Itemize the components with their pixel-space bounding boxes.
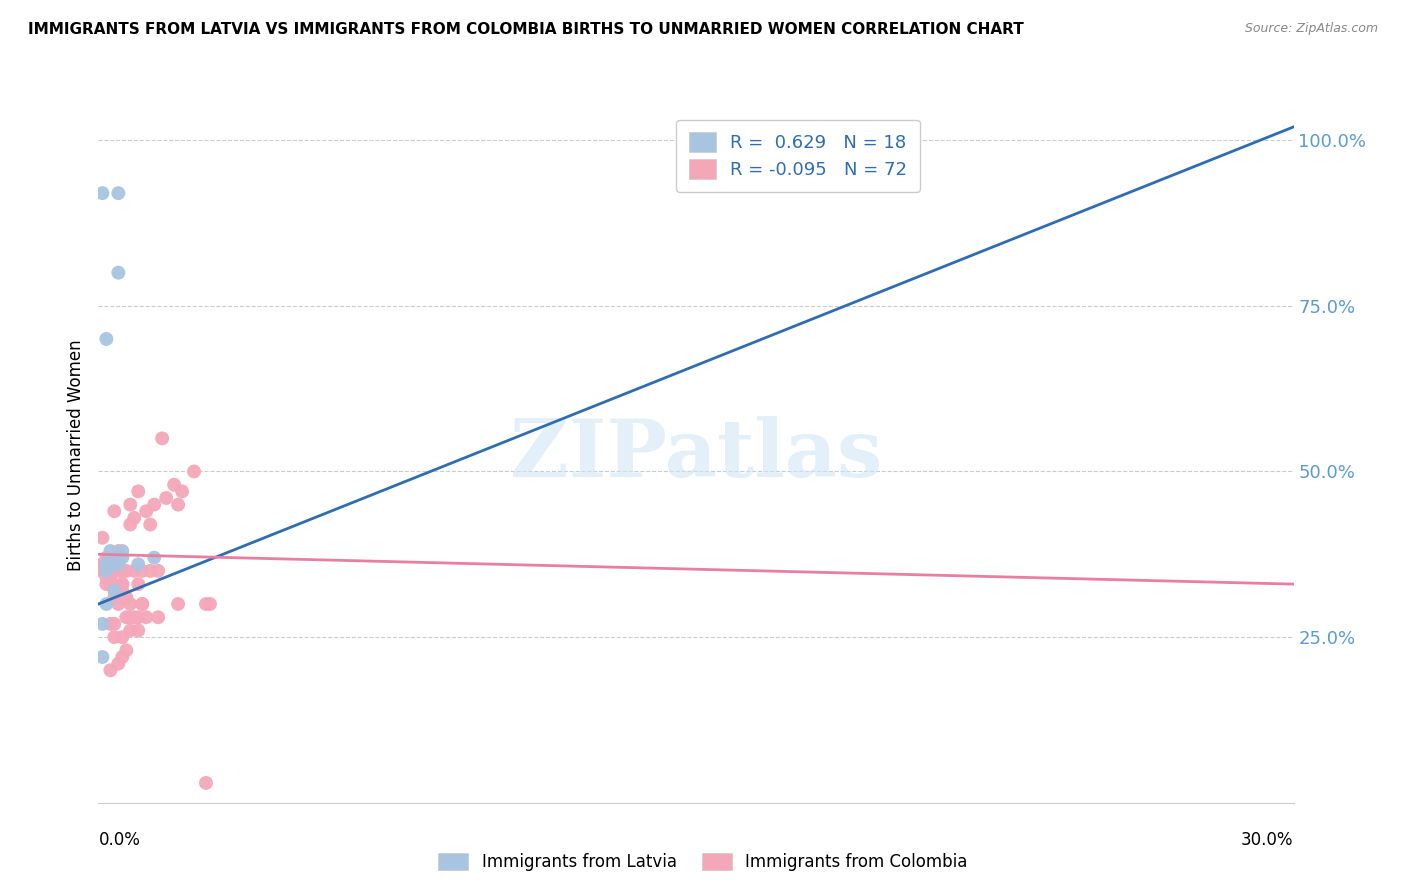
Point — [107, 544, 129, 558]
Point — [124, 610, 146, 624]
Point — [96, 558, 118, 572]
Point — [195, 776, 218, 790]
Text: Source: ZipAtlas.com: Source: ZipAtlas.com — [1244, 22, 1378, 36]
Text: IMMIGRANTS FROM LATVIA VS IMMIGRANTS FROM COLOMBIA BIRTHS TO UNMARRIED WOMEN COR: IMMIGRANTS FROM LATVIA VS IMMIGRANTS FRO… — [28, 22, 1024, 37]
Point — [120, 517, 142, 532]
Point — [96, 558, 118, 572]
Point — [111, 544, 134, 558]
Point — [100, 544, 122, 558]
Point — [107, 558, 129, 572]
Point — [91, 650, 114, 665]
Point — [96, 577, 118, 591]
Point — [127, 558, 149, 572]
Point — [131, 564, 153, 578]
Point — [103, 630, 125, 644]
Point — [107, 564, 129, 578]
Point — [120, 597, 142, 611]
Point — [96, 564, 118, 578]
Point — [139, 564, 162, 578]
Point — [139, 517, 162, 532]
Point — [100, 570, 122, 584]
Point — [103, 564, 125, 578]
Point — [111, 577, 134, 591]
Point — [115, 643, 138, 657]
Point — [111, 630, 134, 644]
Legend: Immigrants from Latvia, Immigrants from Colombia: Immigrants from Latvia, Immigrants from … — [430, 845, 976, 880]
Point — [103, 558, 125, 572]
Point — [172, 484, 194, 499]
Point — [131, 597, 153, 611]
Point — [96, 570, 118, 584]
Legend: R =  0.629   N = 18, R = -0.095   N = 72: R = 0.629 N = 18, R = -0.095 N = 72 — [676, 120, 920, 192]
Point — [100, 570, 122, 584]
Point — [96, 564, 118, 578]
Point — [120, 498, 142, 512]
Point — [91, 558, 114, 572]
Point — [100, 616, 122, 631]
Point — [103, 583, 125, 598]
Point — [150, 431, 173, 445]
Point — [91, 564, 114, 578]
Point — [148, 564, 170, 578]
Point — [115, 591, 138, 605]
Point — [127, 577, 149, 591]
Point — [167, 498, 190, 512]
Point — [195, 597, 218, 611]
Point — [103, 504, 125, 518]
Point — [96, 550, 118, 565]
Point — [183, 465, 205, 479]
Point — [143, 550, 166, 565]
Point — [96, 558, 118, 572]
Point — [91, 564, 114, 578]
Point — [107, 186, 129, 201]
Point — [131, 597, 153, 611]
Point — [120, 610, 142, 624]
Text: ZIPatlas: ZIPatlas — [510, 416, 882, 494]
Point — [143, 498, 166, 512]
Point — [111, 564, 134, 578]
Point — [100, 663, 122, 677]
Point — [115, 610, 138, 624]
Point — [103, 616, 125, 631]
Point — [127, 484, 149, 499]
Point — [135, 610, 157, 624]
Point — [107, 657, 129, 671]
Point — [107, 591, 129, 605]
Point — [100, 550, 122, 565]
Point — [91, 558, 114, 572]
Point — [124, 511, 146, 525]
Point — [111, 550, 134, 565]
Point — [124, 564, 146, 578]
Point — [155, 491, 177, 505]
Point — [120, 624, 142, 638]
Point — [111, 583, 134, 598]
Point — [107, 266, 129, 280]
Point — [111, 577, 134, 591]
Point — [198, 597, 221, 611]
Point — [127, 624, 149, 638]
Point — [167, 597, 190, 611]
Text: 30.0%: 30.0% — [1241, 830, 1294, 848]
Point — [96, 597, 118, 611]
Point — [91, 186, 114, 201]
Point — [91, 531, 114, 545]
Text: 0.0%: 0.0% — [98, 830, 141, 848]
Point — [96, 332, 118, 346]
Point — [163, 477, 186, 491]
Point — [96, 564, 118, 578]
Point — [115, 564, 138, 578]
Y-axis label: Births to Unmarried Women: Births to Unmarried Women — [66, 339, 84, 571]
Point — [127, 610, 149, 624]
Point — [107, 597, 129, 611]
Point — [100, 558, 122, 572]
Point — [111, 650, 134, 665]
Point — [91, 616, 114, 631]
Point — [103, 591, 125, 605]
Point — [100, 577, 122, 591]
Point — [135, 504, 157, 518]
Point — [107, 591, 129, 605]
Point — [148, 610, 170, 624]
Point — [103, 558, 125, 572]
